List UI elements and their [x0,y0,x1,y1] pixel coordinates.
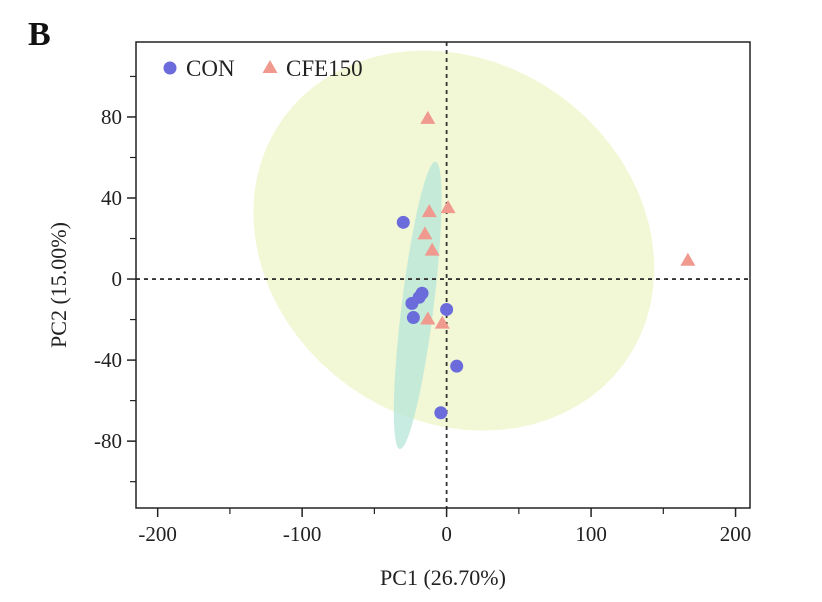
legend-label-con: CON [186,56,235,81]
x-axis-title: PC1 (26.70%) [380,565,506,590]
point-cfe150-3 [440,200,456,214]
legend-marker-con [163,61,177,75]
point-con-8 [434,406,448,420]
y-tick-label: -80 [94,429,122,453]
panel-label: B [28,16,51,53]
point-cfe150-5 [424,242,440,256]
point-cfe150-8 [434,315,450,329]
x-tick-label: -200 [138,522,177,546]
x-tick-label: -100 [283,522,322,546]
point-cfe150-1 [420,110,436,124]
point-con-5 [406,311,420,325]
legend-marker-cfe150 [262,59,278,73]
point-cfe150-6 [680,252,696,266]
x-tick-label: 200 [720,522,752,546]
legend-label-cfe150: CFE150 [286,56,363,81]
point-cfe150-2 [421,204,437,218]
point-con-7 [450,359,464,373]
y-tick-label: -40 [94,348,122,372]
x-axis: -200 -100 0 100 200 [138,508,751,546]
y-axis-title: PC2 (15.00%) [46,222,71,348]
y-tick-label: 0 [112,267,123,291]
x-tick-label: 0 [441,522,452,546]
legend: CON CFE150 [163,56,363,81]
point-con-6 [440,302,454,316]
confidence-ellipses [253,50,655,450]
ellipse-cfe150 [253,50,655,431]
plot-frame [135,41,751,509]
y-tick-label: 40 [101,186,122,210]
y-tick-label: 80 [101,105,122,129]
reference-lines [136,42,750,508]
point-cfe150-7 [420,311,436,325]
point-con-4 [405,296,419,310]
y-axis: -80 -40 0 40 80 [94,75,136,483]
x-tick-label: 100 [575,522,607,546]
data-points [396,110,696,420]
point-cfe150-4 [417,226,433,240]
point-con-1 [396,215,410,229]
